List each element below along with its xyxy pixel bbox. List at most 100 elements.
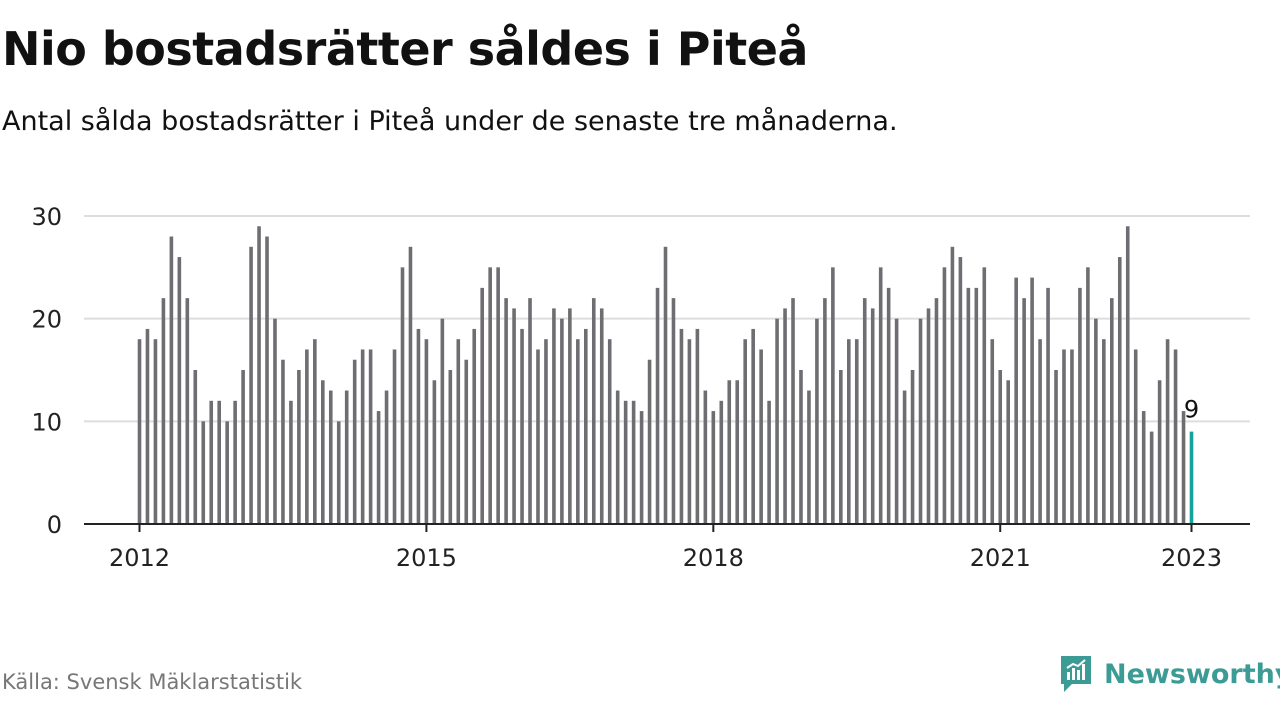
bar	[671, 298, 676, 524]
bar	[902, 390, 907, 524]
bar	[177, 257, 182, 524]
newsworthy-logo-icon	[1061, 656, 1091, 692]
bar	[552, 308, 556, 524]
bar	[655, 287, 660, 524]
bar	[687, 339, 692, 524]
bar	[233, 400, 237, 524]
bar	[392, 349, 397, 524]
bar	[1014, 277, 1018, 524]
bar	[1054, 370, 1058, 524]
bar	[934, 298, 939, 524]
bar	[1062, 349, 1066, 524]
bar	[289, 400, 293, 524]
bar	[456, 339, 461, 524]
bar	[839, 370, 843, 524]
bar	[607, 339, 612, 524]
bar	[297, 370, 301, 524]
bar	[990, 339, 995, 524]
bar	[520, 328, 524, 524]
bar	[321, 380, 325, 524]
bar	[169, 236, 174, 524]
y-tick-label: 0	[47, 511, 62, 539]
bar	[759, 349, 763, 524]
bar	[313, 339, 317, 524]
bar	[1125, 226, 1130, 524]
bar	[488, 267, 492, 524]
bar	[568, 308, 572, 524]
bar	[249, 246, 253, 525]
bar	[599, 308, 604, 524]
x-tick-label: 2012	[109, 544, 170, 572]
bar	[743, 339, 747, 524]
bar	[926, 308, 931, 524]
bar	[791, 298, 795, 524]
bar	[862, 298, 867, 524]
bar	[1157, 380, 1162, 524]
bar	[1078, 287, 1082, 524]
bar	[815, 318, 819, 524]
bar	[225, 421, 229, 524]
bar	[201, 421, 206, 524]
bar	[344, 390, 349, 524]
bar	[584, 328, 588, 524]
bar	[1181, 411, 1186, 524]
bar	[384, 390, 389, 524]
bar	[735, 380, 740, 524]
bar	[831, 267, 835, 524]
bar	[472, 328, 477, 524]
bar	[950, 246, 955, 525]
bar	[480, 287, 484, 524]
bar	[751, 328, 755, 524]
bar	[942, 267, 947, 524]
bar	[910, 370, 915, 524]
bar	[870, 308, 875, 524]
x-tick-label: 2015	[396, 544, 457, 572]
bar-chart: 0 10 20 30 2012 2015 2018 2021 2023 9	[31, 203, 1250, 572]
bar	[328, 390, 333, 524]
bar	[663, 246, 668, 525]
bar	[1046, 287, 1050, 524]
bar	[823, 298, 827, 524]
x-tick-label: 2018	[683, 544, 744, 572]
bar	[560, 318, 564, 524]
bar	[711, 411, 716, 524]
bar	[376, 411, 381, 524]
bar	[496, 267, 500, 524]
y-tick-label: 30	[31, 203, 62, 231]
bar	[807, 390, 811, 524]
brand-name: Newsworthy	[1104, 658, 1280, 690]
bar	[336, 421, 341, 524]
bar	[161, 298, 166, 524]
bar	[1022, 298, 1026, 524]
bar	[209, 400, 214, 524]
bar	[424, 339, 429, 524]
bar	[982, 267, 987, 524]
bar	[974, 287, 979, 524]
bar	[679, 328, 684, 524]
bar	[958, 257, 963, 524]
bar	[153, 339, 158, 524]
bar	[416, 328, 421, 524]
bar	[886, 287, 891, 524]
brand-logo: Newsworthy	[1058, 654, 1280, 694]
bar	[1141, 411, 1146, 524]
bar	[440, 318, 445, 524]
bar	[703, 390, 708, 524]
bar	[623, 400, 628, 524]
bar	[408, 246, 413, 525]
bar	[918, 318, 923, 524]
bar	[464, 359, 469, 524]
bar	[1102, 339, 1106, 524]
bar	[257, 226, 261, 524]
bar	[878, 267, 883, 524]
bar	[767, 400, 771, 524]
bar	[591, 298, 596, 524]
bar	[727, 380, 732, 524]
bar	[265, 236, 269, 524]
bar	[528, 298, 532, 524]
x-tick-label: 2023	[1161, 544, 1222, 572]
bar	[639, 411, 644, 524]
bar	[281, 359, 285, 524]
bar	[448, 370, 453, 524]
bar	[695, 328, 700, 524]
